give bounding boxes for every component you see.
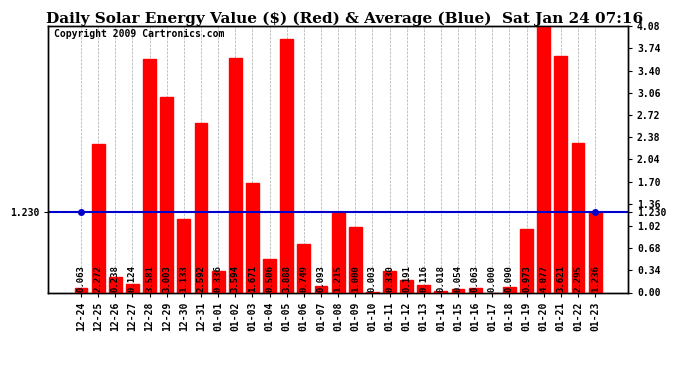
Bar (571, 143, 584, 292)
Bar (452, 289, 464, 292)
Bar (126, 284, 139, 292)
Bar (589, 212, 602, 292)
Bar (400, 280, 413, 292)
Text: 0.063: 0.063 (77, 265, 86, 292)
Text: Daily Solar Energy Value ($) (Red) & Average (Blue)  Sat Jan 24 07:16: Daily Solar Energy Value ($) (Red) & Ave… (46, 11, 644, 26)
Bar (109, 277, 121, 292)
Text: 0.336: 0.336 (214, 265, 223, 292)
Text: 0.063: 0.063 (471, 265, 480, 292)
Text: 0.749: 0.749 (299, 265, 308, 292)
Text: 4.077: 4.077 (539, 265, 549, 292)
Bar (280, 39, 293, 292)
Bar (263, 260, 276, 292)
Bar (349, 227, 362, 292)
Text: 0.000: 0.000 (488, 265, 497, 292)
Bar (92, 144, 105, 292)
Text: 2.295: 2.295 (573, 265, 582, 292)
Bar (229, 58, 242, 292)
Text: 1.236: 1.236 (591, 265, 600, 292)
Text: 0.054: 0.054 (453, 265, 462, 292)
Text: 0.124: 0.124 (128, 265, 137, 292)
Bar (383, 271, 396, 292)
Text: 0.330: 0.330 (385, 265, 394, 292)
Text: 2.592: 2.592 (197, 265, 206, 292)
Bar (195, 123, 208, 292)
Bar (520, 229, 533, 292)
Text: 0.090: 0.090 (505, 265, 514, 292)
Text: Copyright 2009 Cartronics.com: Copyright 2009 Cartronics.com (54, 29, 224, 39)
Bar (538, 27, 550, 292)
Text: 0.003: 0.003 (368, 265, 377, 292)
Text: 1.215: 1.215 (333, 265, 343, 292)
Text: 1.671: 1.671 (248, 265, 257, 292)
Bar (144, 59, 156, 292)
Bar (160, 96, 173, 292)
Text: 2.272: 2.272 (94, 265, 103, 292)
Text: 0.116: 0.116 (420, 265, 428, 292)
Bar (332, 213, 344, 292)
Text: 0.093: 0.093 (317, 265, 326, 292)
Text: 1.000: 1.000 (351, 265, 359, 292)
Bar (503, 286, 516, 292)
Text: 0.973: 0.973 (522, 265, 531, 292)
Text: 0.238: 0.238 (111, 265, 120, 292)
Bar (212, 271, 224, 292)
Text: 3.003: 3.003 (162, 265, 171, 292)
Bar (555, 56, 567, 292)
Text: 3.888: 3.888 (282, 265, 291, 292)
Bar (246, 183, 259, 292)
Text: 0.018: 0.018 (436, 265, 446, 292)
Bar (75, 288, 88, 292)
Text: 0.506: 0.506 (265, 265, 274, 292)
Text: 3.594: 3.594 (230, 265, 240, 292)
Bar (315, 286, 327, 292)
Bar (469, 288, 482, 292)
Text: 1.133: 1.133 (179, 265, 188, 292)
Bar (417, 285, 430, 292)
Text: 0.191: 0.191 (402, 265, 411, 292)
Bar (177, 219, 190, 292)
Text: 3.621: 3.621 (556, 265, 565, 292)
Bar (297, 244, 310, 292)
Bar (435, 291, 447, 292)
Text: 3.581: 3.581 (145, 265, 154, 292)
